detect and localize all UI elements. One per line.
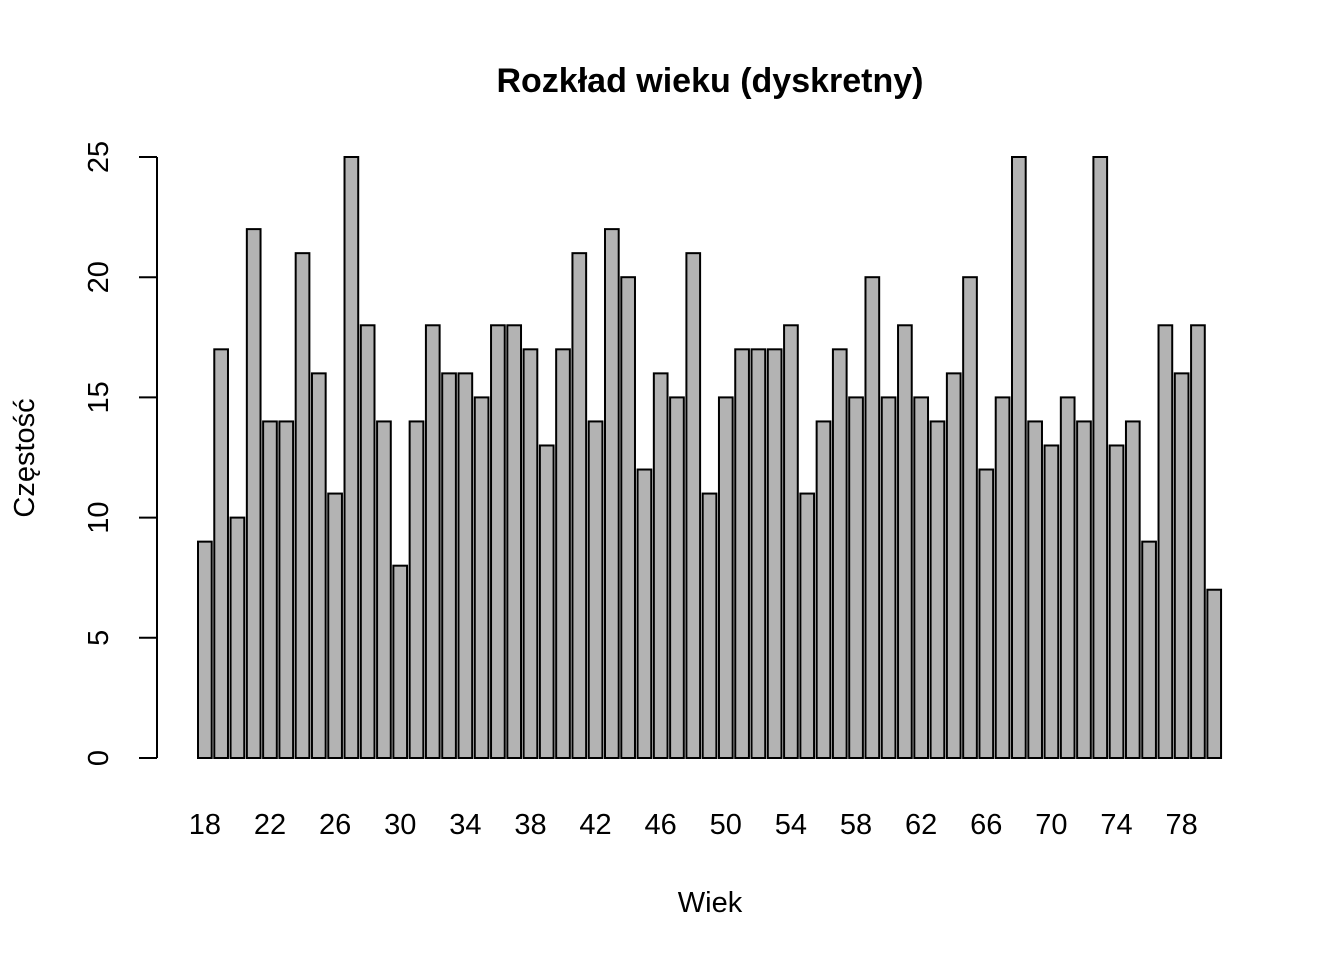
bar-age-41 bbox=[571, 252, 588, 759]
bar-age-39 bbox=[538, 444, 555, 759]
bar-age-76 bbox=[1141, 540, 1157, 760]
bar-age-66 bbox=[978, 468, 995, 759]
y-axis-title: Częstość bbox=[9, 398, 41, 517]
bar-age-57 bbox=[831, 348, 848, 759]
bar-age-38 bbox=[522, 348, 539, 759]
bar-age-23 bbox=[278, 420, 295, 759]
y-axis: 0 5 10 15 20 25 bbox=[83, 141, 158, 766]
bar-age-24 bbox=[294, 252, 311, 759]
bar-age-78 bbox=[1173, 372, 1190, 759]
y-tick-label: 15 bbox=[83, 381, 115, 413]
y-tick-label: 25 bbox=[83, 141, 115, 173]
bar-age-65 bbox=[962, 276, 978, 759]
bar-age-72 bbox=[1076, 420, 1092, 759]
x-tick-label: 74 bbox=[1100, 809, 1132, 841]
bar-age-69 bbox=[1027, 420, 1043, 759]
bar-age-80 bbox=[1206, 588, 1223, 759]
x-axis-title: Wiek bbox=[678, 887, 743, 919]
bar-age-51 bbox=[734, 348, 750, 759]
bar-age-33 bbox=[441, 372, 457, 759]
bar-age-68 bbox=[1011, 156, 1027, 759]
x-tick-label: 70 bbox=[1035, 809, 1067, 841]
x-tick-label: 46 bbox=[645, 809, 677, 841]
bar-age-44 bbox=[620, 276, 636, 759]
bar-age-26 bbox=[327, 492, 343, 759]
bar-age-55 bbox=[799, 492, 816, 759]
x-tick-label: 58 bbox=[840, 809, 872, 841]
bar-age-75 bbox=[1124, 420, 1141, 759]
x-tick-label: 54 bbox=[775, 809, 807, 841]
bar-age-56 bbox=[815, 420, 832, 759]
bar-age-59 bbox=[864, 276, 881, 759]
bar-age-49 bbox=[701, 492, 718, 759]
bar-age-31 bbox=[408, 420, 425, 759]
bar-age-32 bbox=[424, 324, 441, 759]
bar-age-35 bbox=[473, 396, 490, 759]
x-tick-label: 50 bbox=[710, 809, 742, 841]
bar-age-21 bbox=[245, 228, 262, 759]
bar-age-19 bbox=[213, 348, 229, 759]
x-tick-label: 34 bbox=[449, 809, 481, 841]
bar-age-43 bbox=[604, 228, 620, 759]
bar-age-64 bbox=[945, 372, 962, 759]
bar-age-54 bbox=[783, 324, 799, 759]
x-tick-label: 62 bbox=[905, 809, 937, 841]
bar-age-34 bbox=[457, 372, 474, 759]
bar-age-77 bbox=[1157, 324, 1174, 759]
bar-age-40 bbox=[555, 348, 571, 759]
x-tick-label: 30 bbox=[384, 809, 416, 841]
y-tick-label: 0 bbox=[83, 750, 115, 766]
bar-age-29 bbox=[376, 420, 392, 759]
x-tick-label: 38 bbox=[514, 809, 546, 841]
y-tick-label: 20 bbox=[83, 261, 115, 293]
bar-age-70 bbox=[1043, 444, 1060, 759]
bar-age-28 bbox=[359, 324, 376, 759]
bars bbox=[197, 156, 1223, 760]
bar-age-53 bbox=[766, 348, 783, 759]
bar-age-47 bbox=[669, 396, 685, 759]
bar-age-58 bbox=[848, 396, 864, 759]
x-tick-label: 78 bbox=[1166, 809, 1198, 841]
bar-age-45 bbox=[636, 468, 653, 759]
bar-age-79 bbox=[1190, 324, 1206, 759]
y-tick-label: 10 bbox=[83, 501, 115, 533]
x-tick-label: 18 bbox=[189, 809, 221, 841]
chart-title: Rozkład wieku (dyskretny) bbox=[496, 62, 923, 100]
bar-age-20 bbox=[229, 516, 246, 759]
bar-age-27 bbox=[343, 156, 360, 759]
bar-age-63 bbox=[929, 420, 946, 759]
x-tick-label: 26 bbox=[319, 809, 351, 841]
bar-age-46 bbox=[652, 372, 669, 759]
bar-age-52 bbox=[750, 348, 767, 759]
bar-age-42 bbox=[587, 420, 604, 759]
bar-age-74 bbox=[1108, 444, 1125, 759]
bar-age-60 bbox=[880, 396, 897, 759]
bar-age-36 bbox=[490, 324, 506, 759]
y-tick-label: 5 bbox=[83, 630, 115, 646]
bar-age-67 bbox=[994, 396, 1011, 759]
bar-age-22 bbox=[262, 420, 278, 759]
x-tick-label: 66 bbox=[970, 809, 1002, 841]
x-tick-label: 42 bbox=[579, 809, 611, 841]
bar-age-73 bbox=[1092, 156, 1109, 759]
bar-age-71 bbox=[1059, 396, 1076, 759]
bar-age-48 bbox=[685, 252, 702, 759]
bar-age-37 bbox=[506, 324, 523, 759]
x-tick-labels: 18 22 26 30 34 38 42 46 50 54 58 62 66 70 74 78 bbox=[189, 809, 1198, 841]
bar-age-18 bbox=[197, 540, 213, 760]
bar-age-30 bbox=[392, 564, 409, 759]
bar-age-25 bbox=[310, 372, 327, 759]
bar-age-62 bbox=[913, 396, 930, 759]
bar-age-50 bbox=[717, 396, 734, 759]
bar-age-61 bbox=[897, 324, 913, 759]
x-tick-label: 22 bbox=[254, 809, 286, 841]
